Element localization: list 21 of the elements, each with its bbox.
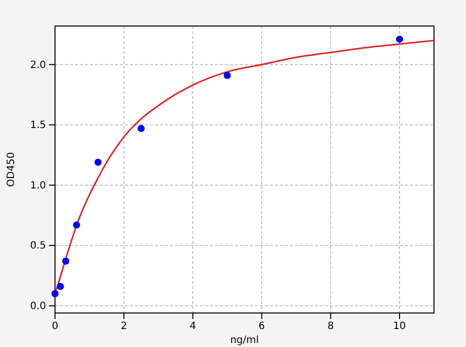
x-tick-label: 10 bbox=[393, 321, 406, 332]
x-tick-label: 8 bbox=[327, 321, 334, 332]
y-tick-label: 1.0 bbox=[30, 180, 46, 192]
x-tick-label: 4 bbox=[190, 321, 196, 332]
y-tick-label: 0.5 bbox=[30, 240, 46, 252]
x-tick-label: 2 bbox=[120, 321, 128, 332]
y-axis-title: OD450 bbox=[6, 152, 17, 187]
point bbox=[224, 72, 231, 79]
x-axis-title: ng/ml bbox=[230, 335, 259, 346]
point bbox=[396, 36, 404, 43]
y-tick-label: 1.5 bbox=[30, 120, 46, 132]
y-tick-label: 2.0 bbox=[30, 60, 46, 71]
point bbox=[94, 158, 102, 166]
point bbox=[62, 258, 70, 265]
point bbox=[56, 282, 64, 290]
x-tick-label: 0 bbox=[52, 321, 58, 332]
y-tick-label: 0.0 bbox=[30, 300, 46, 312]
point bbox=[51, 290, 59, 298]
x-tick-label: 6 bbox=[258, 321, 265, 332]
point bbox=[138, 124, 145, 132]
point bbox=[72, 221, 80, 229]
